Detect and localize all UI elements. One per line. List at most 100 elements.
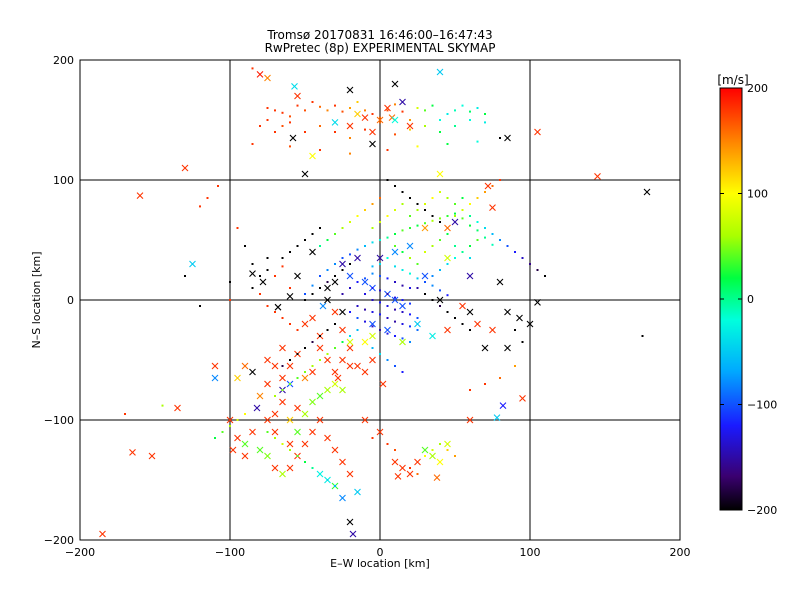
data-point-dot	[289, 359, 291, 361]
data-point-cross	[339, 308, 346, 316]
data-point-cross	[361, 114, 369, 121]
data-point-dot	[409, 197, 411, 199]
data-point-dot	[341, 293, 344, 295]
data-point-cross	[241, 452, 249, 460]
data-point-dot	[416, 145, 419, 148]
data-point-dot	[334, 104, 336, 107]
data-point-cross	[339, 458, 346, 466]
data-point-dot	[424, 251, 426, 253]
data-point-dot	[371, 227, 374, 229]
data-point-dot	[476, 239, 479, 241]
data-point-cross	[286, 440, 294, 448]
data-point-dot	[236, 227, 239, 229]
data-point-dot	[469, 257, 471, 259]
data-point-cross	[534, 299, 541, 306]
data-point-dot	[371, 347, 374, 349]
data-point-dot	[319, 359, 321, 361]
data-point-dot	[251, 287, 254, 289]
data-point-cross	[346, 272, 354, 280]
data-point-cross	[324, 284, 331, 292]
data-point-dot	[281, 125, 284, 127]
data-point-cross	[436, 170, 444, 178]
data-point-dot	[401, 337, 404, 340]
data-point-dot	[371, 311, 374, 313]
data-point-dot	[341, 269, 344, 271]
data-point-dot	[499, 239, 501, 241]
data-point-cross	[279, 344, 286, 352]
data-point-cross	[379, 380, 387, 388]
data-point-cross	[309, 368, 316, 376]
data-point-dot	[424, 209, 426, 211]
y-tick-label: 200	[53, 54, 74, 67]
data-point-dot	[439, 119, 441, 121]
data-point-dot	[394, 365, 396, 367]
data-point-dot	[401, 251, 404, 253]
data-point-dot	[454, 109, 456, 112]
data-point-dot	[259, 125, 261, 127]
x-axis-label: E–W location [km]	[330, 557, 430, 570]
data-point-cross	[406, 242, 414, 250]
data-point-dot	[356, 101, 359, 103]
data-point-dot	[296, 329, 299, 331]
data-point-dot	[386, 317, 389, 319]
data-point-dot	[259, 275, 261, 277]
data-point-cross	[253, 404, 261, 412]
data-point-dot	[446, 263, 449, 265]
data-point-dot	[446, 143, 449, 145]
data-point-dot	[484, 383, 486, 385]
data-point-cross	[99, 530, 106, 538]
data-point-dot	[409, 467, 411, 469]
data-point-cross	[229, 446, 237, 454]
data-point-dot	[304, 299, 306, 301]
data-point-dot	[281, 317, 284, 319]
colorbar-tick-label: 200	[747, 82, 768, 95]
data-point-cross	[421, 224, 429, 232]
data-point-dot	[469, 110, 471, 113]
data-point-dot	[296, 377, 299, 379]
data-point-dot	[439, 131, 441, 133]
data-point-dot	[446, 215, 449, 217]
data-point-cross	[526, 320, 534, 328]
data-point-dot	[521, 341, 524, 343]
data-point-dot	[304, 347, 306, 349]
data-point-dot	[439, 443, 441, 445]
data-point-dot	[484, 236, 486, 239]
data-point-dot	[281, 257, 284, 259]
data-point-cross	[334, 374, 342, 382]
data-point-cross	[399, 338, 406, 346]
data-point-dot	[431, 215, 434, 217]
data-point-cross	[259, 278, 267, 286]
data-point-cross	[241, 362, 249, 370]
data-point-cross	[369, 320, 376, 328]
data-point-dot	[431, 245, 434, 247]
data-point-cross	[354, 362, 361, 370]
data-point-dot	[401, 323, 404, 325]
data-point-dot	[371, 113, 374, 115]
data-point-dot	[356, 329, 359, 331]
data-point-dot	[416, 263, 419, 265]
data-point-dot	[409, 215, 411, 217]
data-point-dot	[371, 241, 374, 244]
data-point-dot	[521, 257, 524, 259]
data-point-cross	[309, 428, 316, 436]
data-point-cross	[421, 446, 429, 454]
data-point-cross	[286, 416, 294, 424]
data-point-dot	[319, 125, 321, 127]
data-point-dot	[371, 287, 374, 289]
data-point-cross	[256, 392, 264, 400]
data-point-dot	[401, 191, 404, 193]
data-point-dot	[484, 113, 486, 115]
data-point-cross	[234, 434, 241, 442]
data-point-dot	[401, 284, 404, 287]
data-point-dot	[266, 107, 269, 109]
data-point-dot	[319, 335, 321, 337]
data-point-cross	[361, 278, 369, 286]
data-point-cross	[346, 518, 354, 526]
data-point-cross	[189, 260, 196, 268]
data-point-cross	[504, 134, 511, 142]
data-point-dot	[386, 359, 389, 361]
data-point-dot	[446, 449, 449, 451]
data-point-dot	[296, 104, 299, 107]
data-point-dot	[461, 209, 464, 211]
data-point-dot	[394, 320, 396, 323]
